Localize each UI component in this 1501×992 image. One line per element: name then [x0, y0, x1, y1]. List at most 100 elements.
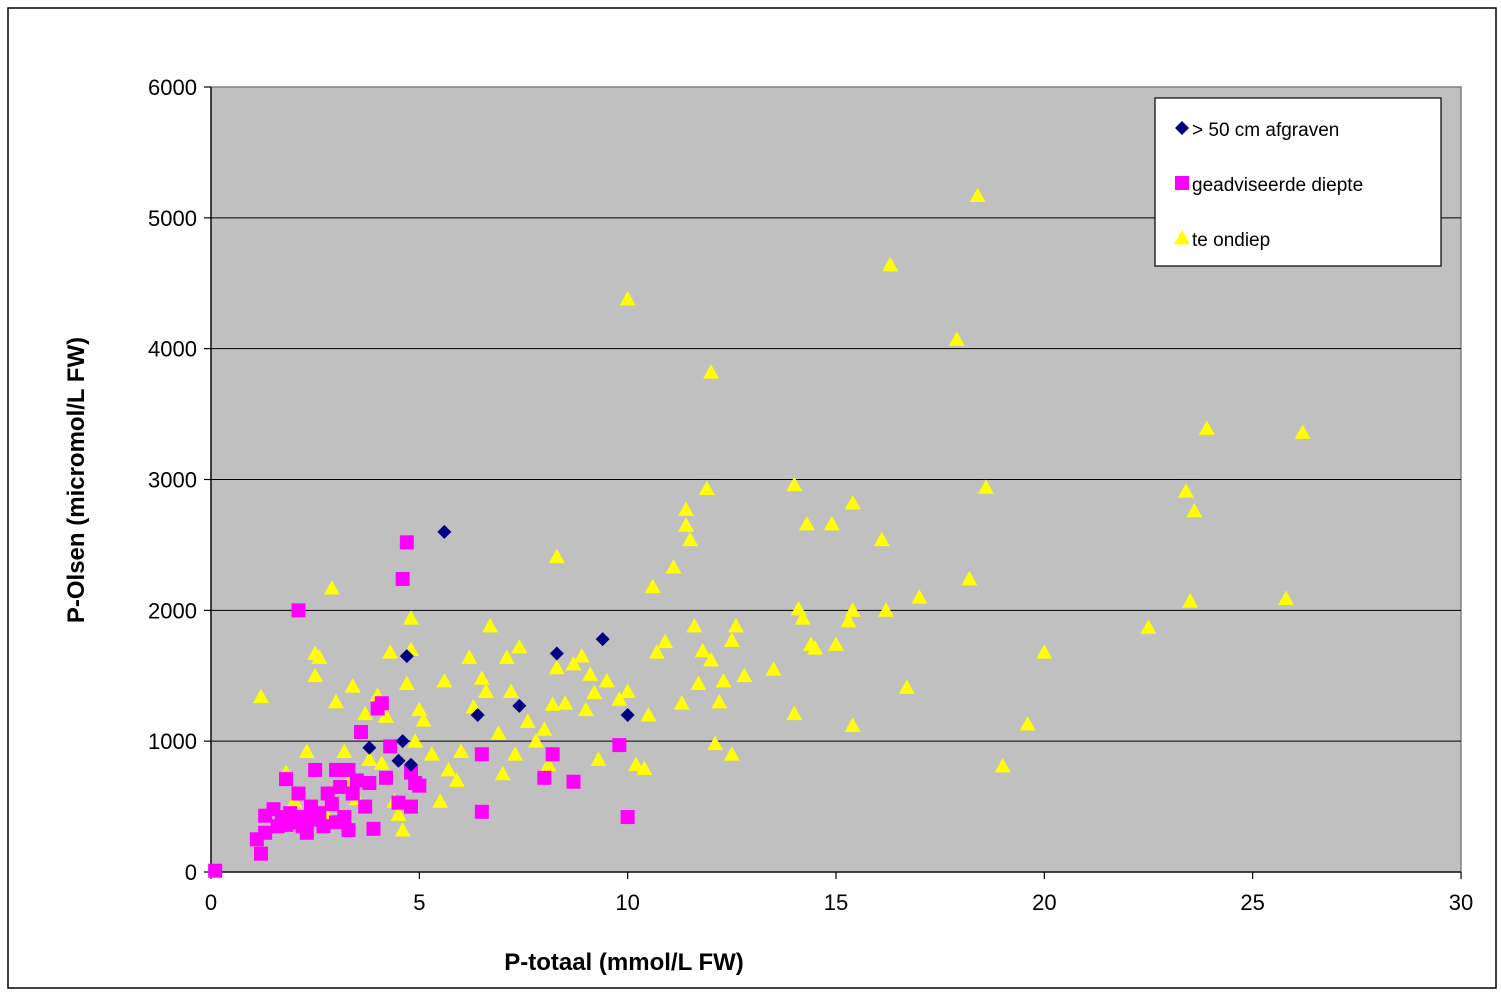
data-point-triangle — [636, 760, 653, 776]
data-point-diamond — [437, 524, 452, 539]
data-point-triangle — [948, 331, 965, 346]
data-point-triangle — [1036, 644, 1053, 659]
data-point-triangle — [619, 683, 636, 698]
data-point-square — [412, 778, 427, 793]
data-point-diamond — [362, 740, 377, 755]
data-point-triangle — [373, 755, 390, 770]
data-point-triangle — [490, 725, 507, 740]
data-point-triangle — [840, 612, 857, 628]
data-point-triangle — [440, 761, 457, 777]
axes — [204, 86, 1462, 879]
data-point-triangle — [390, 806, 407, 821]
data-point-square — [333, 779, 348, 794]
data-point-triangle — [540, 756, 557, 772]
data-point-triangle — [590, 751, 607, 766]
legend-marker-square — [1175, 176, 1189, 190]
data-point-triangle — [807, 640, 824, 655]
data-point-triangle — [673, 695, 690, 710]
data-point-triangle — [911, 589, 928, 604]
data-point-square — [279, 772, 293, 787]
x-tick-label: 0 — [205, 890, 217, 915]
data-point-triangle — [394, 822, 411, 837]
data-point-diamond — [549, 646, 564, 661]
data-point-triangle — [436, 672, 453, 688]
data-point-triangle — [357, 705, 374, 721]
data-point-triangle — [361, 751, 378, 766]
data-point-square — [545, 747, 560, 762]
data-point-triangle — [786, 705, 803, 721]
data-point-triangle — [878, 602, 894, 617]
data-point-triangle — [448, 772, 465, 787]
data-point-triangle — [798, 515, 815, 531]
y-tick-label: 1000 — [148, 729, 197, 754]
data-point-triangle — [969, 187, 986, 202]
series-square — [208, 535, 635, 878]
y-tick-label: 4000 — [148, 337, 197, 362]
data-point-triangle — [311, 649, 328, 664]
data-point-triangle — [794, 610, 811, 625]
data-point-triangle — [1278, 590, 1294, 605]
data-point-triangle — [828, 636, 844, 651]
data-point-square — [358, 799, 373, 814]
data-point-triangle — [461, 649, 478, 664]
data-point-triangle — [898, 679, 915, 694]
data-point-square — [341, 823, 356, 838]
data-point-triangle — [723, 632, 740, 647]
data-point-triangle — [978, 479, 994, 494]
data-point-square — [383, 739, 398, 754]
data-point-triangle — [844, 717, 861, 732]
data-point-triangle — [586, 684, 603, 700]
data-point-triangle — [678, 501, 694, 516]
x-tick-label: 30 — [1449, 890, 1473, 915]
tick-labels: 0 1000 2000 3000 4000 5000 6000 0 5 10 15 20 25 30 — [148, 75, 1473, 915]
data-point-square — [362, 776, 377, 791]
data-point-square — [399, 535, 414, 550]
data-point-triangle — [473, 670, 490, 685]
data-point-triangle — [286, 793, 303, 808]
data-point-square — [354, 725, 368, 740]
data-point-square — [254, 846, 268, 861]
data-point-diamond — [512, 698, 527, 713]
data-point-triangle — [1182, 593, 1199, 608]
data-point-square — [299, 825, 314, 840]
y-tick-label: 0 — [185, 860, 197, 885]
data-point-square — [391, 795, 406, 810]
data-point-diamond — [399, 649, 414, 664]
data-point-square — [366, 821, 381, 836]
legend-marker-triangle — [1174, 230, 1190, 245]
data-point-triangle — [628, 756, 644, 772]
data-point-triangle — [598, 672, 615, 688]
data-point-square — [349, 773, 364, 788]
data-point-triangle — [323, 580, 340, 595]
y-tick-label: 3000 — [148, 468, 197, 493]
data-point-triangle — [882, 256, 899, 272]
data-point-square — [324, 796, 339, 811]
data-point-triangle — [253, 688, 269, 704]
data-point-triangle — [765, 661, 782, 676]
data-point-square — [308, 762, 323, 777]
data-point-triangle — [1178, 483, 1194, 498]
data-point-triangle — [498, 649, 515, 664]
data-point-triangle — [994, 758, 1011, 773]
data-point-square — [337, 810, 352, 825]
data-point-triangle — [1294, 424, 1311, 439]
data-point-square — [379, 770, 393, 785]
data-point-triangle — [873, 531, 890, 547]
y-tick-label: 6000 — [148, 75, 197, 100]
data-point-triangle — [1019, 716, 1036, 731]
data-point-triangle — [407, 733, 424, 748]
data-point-triangle — [336, 743, 353, 759]
x-tick-label: 5 — [413, 890, 425, 915]
data-point-triangle — [548, 548, 565, 564]
data-point-triangle — [328, 693, 344, 709]
data-point-diamond — [391, 753, 406, 768]
data-point-square — [474, 747, 489, 762]
data-point-triangle — [482, 618, 499, 633]
legend-label-afgraven: > 50 cm afgraven — [1192, 120, 1339, 141]
data-point-triangle — [786, 476, 803, 492]
data-point-triangle — [682, 531, 699, 547]
data-point-triangle — [536, 721, 553, 736]
data-point-triangle — [423, 746, 440, 761]
data-point-triangle — [694, 642, 711, 658]
data-point-triangle — [611, 691, 628, 706]
